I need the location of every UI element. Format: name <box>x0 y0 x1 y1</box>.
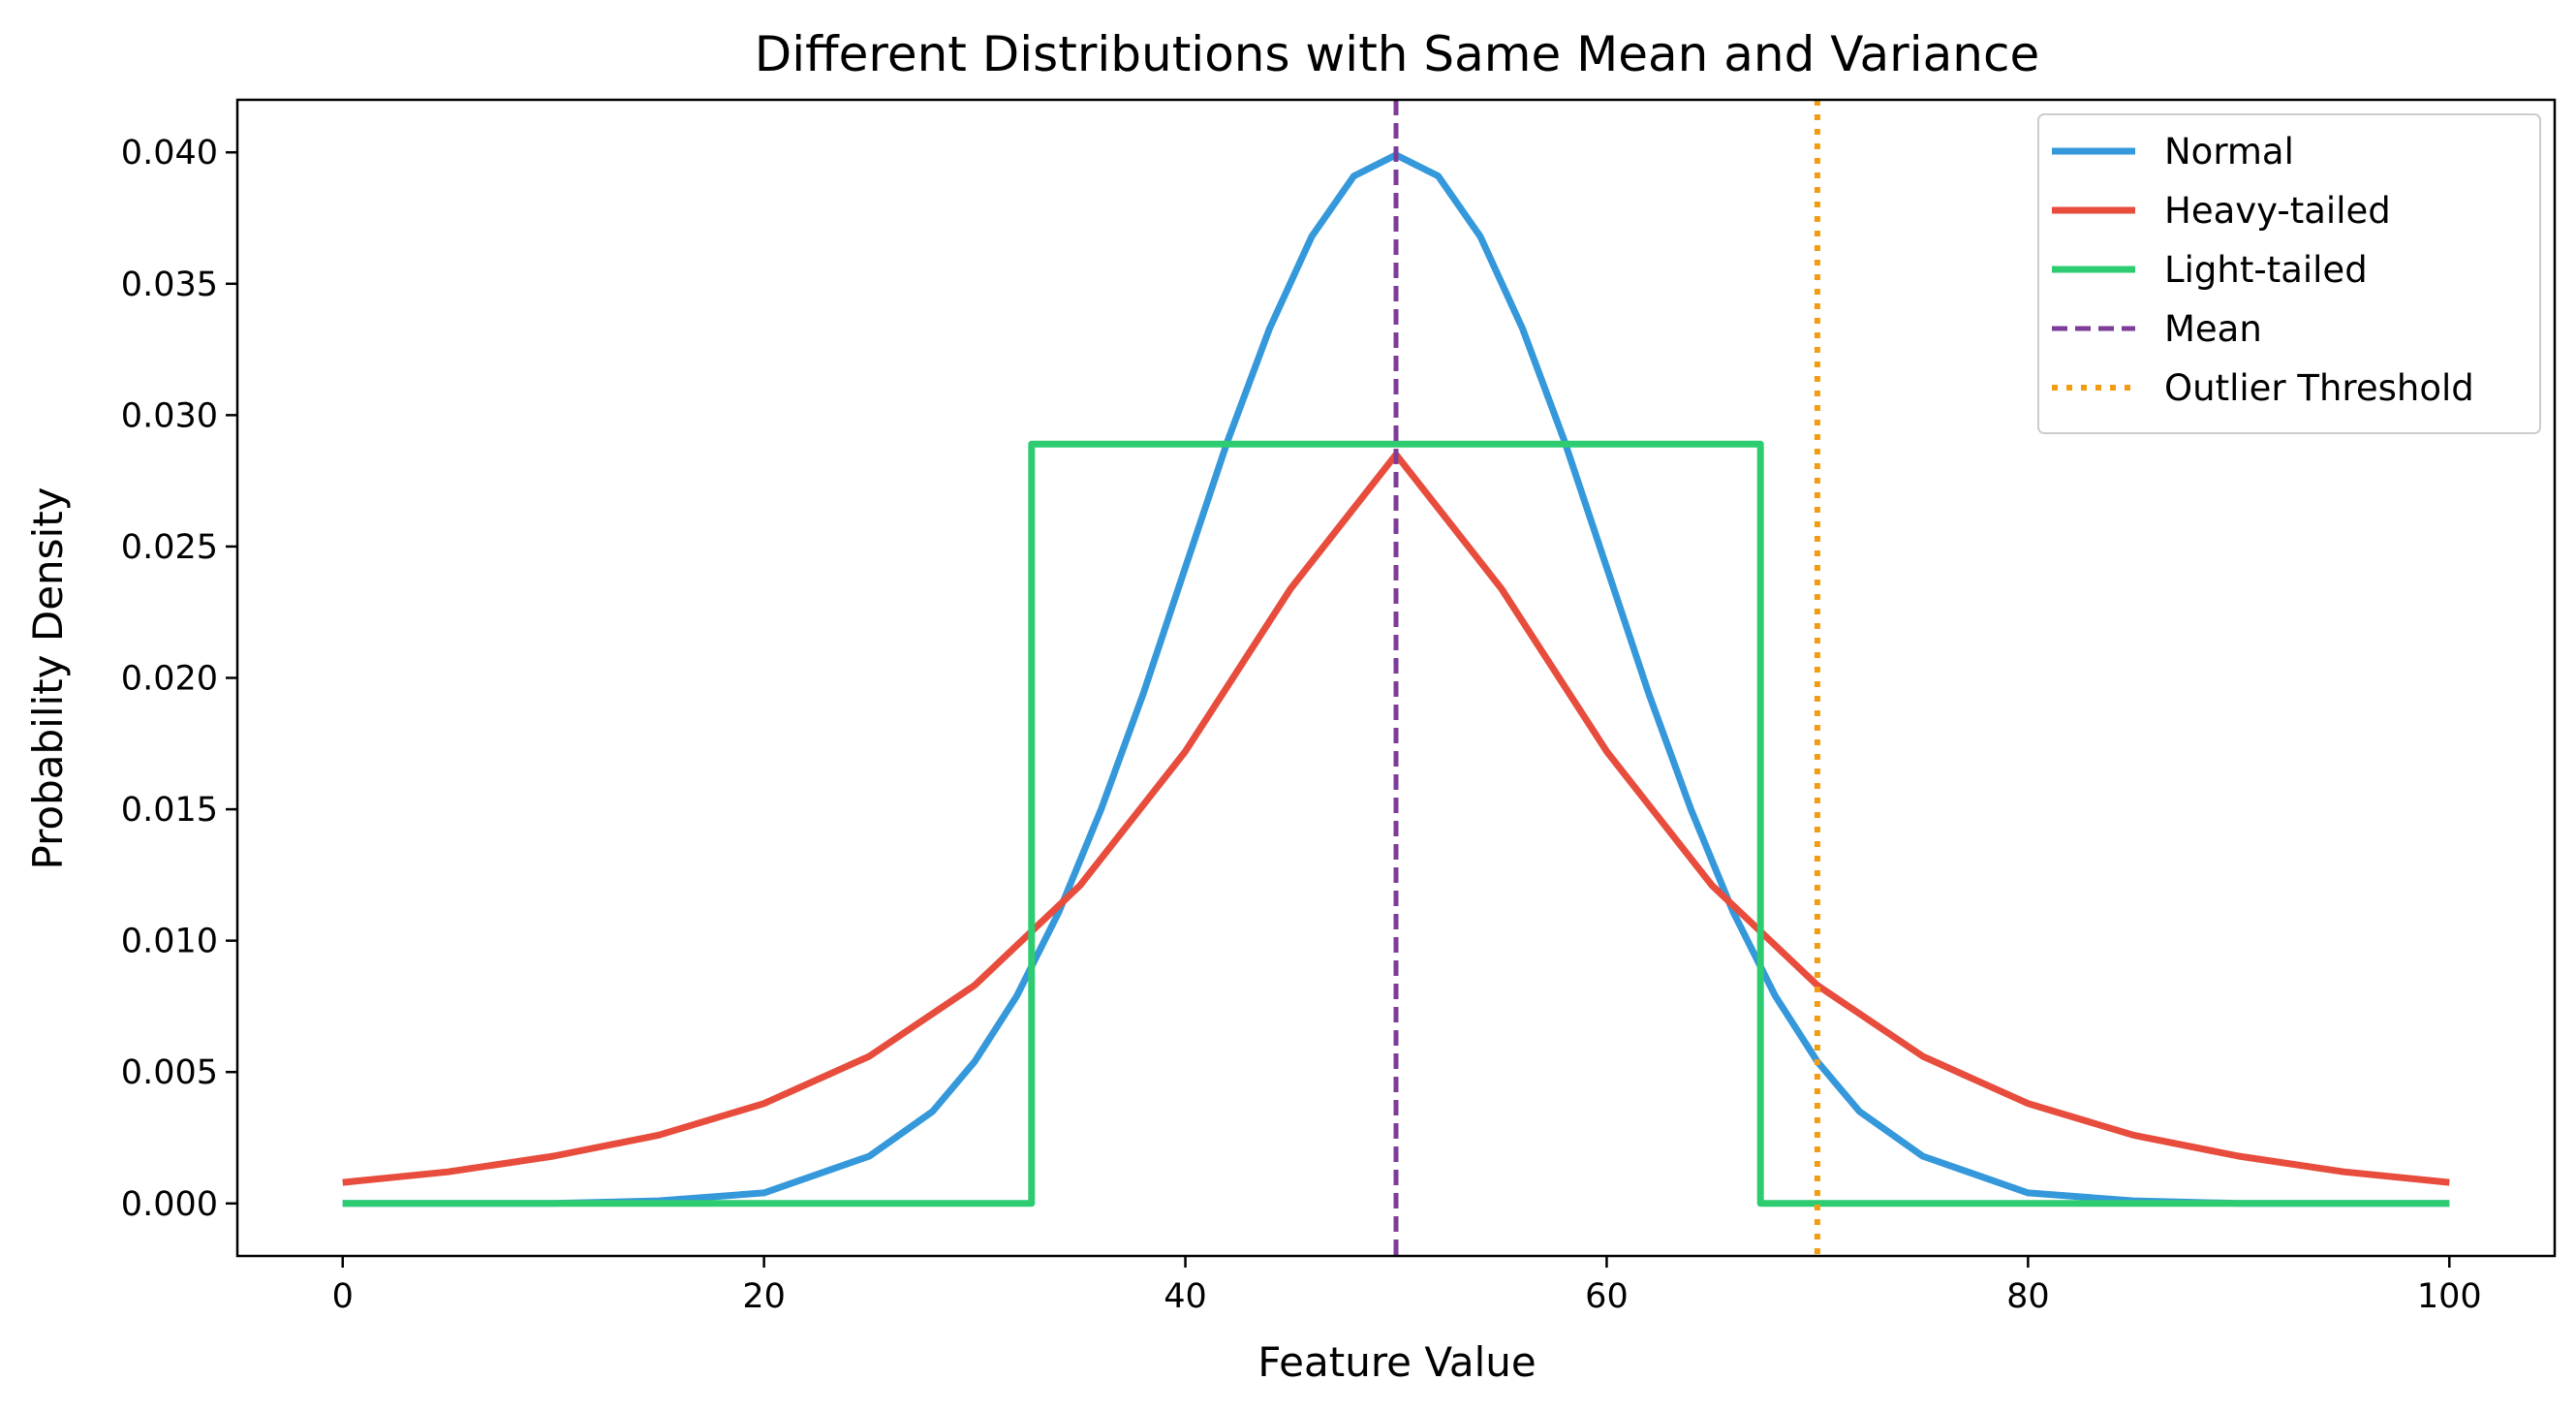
series-line-heavy-tailed <box>342 451 2450 1186</box>
series-line-light-tailed <box>342 440 2450 1208</box>
legend-box <box>2037 113 2541 434</box>
legend-label-light-tailed: Light-tailed <box>2164 249 2368 291</box>
y-tick-label: 0.035 <box>121 266 218 304</box>
legend-label-outlier-threshold: Outlier Threshold <box>2164 367 2474 409</box>
y-tick-label: 0.000 <box>121 1185 218 1224</box>
reference-lines <box>1393 100 1820 1256</box>
y-tick-label: 0.005 <box>121 1053 218 1092</box>
x-tick-label: 40 <box>1164 1277 1207 1316</box>
x-tick-label: 60 <box>1585 1277 1629 1316</box>
chart-title: Different Distributions with Same Mean a… <box>755 26 2039 82</box>
legend-label-heavy-tailed: Heavy-tailed <box>2164 190 2391 232</box>
x-tick-label: 0 <box>332 1277 354 1316</box>
legend-label-mean: Mean <box>2164 308 2262 350</box>
y-axis-label: Probability Density <box>24 486 72 869</box>
y-tick-label: 0.020 <box>121 660 218 699</box>
x-tick-label: 100 <box>2417 1277 2482 1316</box>
x-axis-label: Feature Value <box>1257 1338 1536 1386</box>
y-tick-label: 0.025 <box>121 528 218 567</box>
y-tick-label: 0.040 <box>121 134 218 173</box>
y-tick-label: 0.030 <box>121 396 218 435</box>
y-tick-label: 0.015 <box>121 791 218 830</box>
ticks: 0 20 40 60 80 100 0.000 0.005 0.010 0.015 0.020 0.0… <box>121 134 2482 1316</box>
legend: Normal Heavy-tailed Light-tailed Mean Outlie… <box>2037 113 2541 434</box>
legend-label-normal: Normal <box>2164 131 2294 173</box>
x-tick-label: 80 <box>2006 1277 2050 1316</box>
y-tick-label: 0.010 <box>121 923 218 961</box>
x-tick-label: 20 <box>742 1277 786 1316</box>
